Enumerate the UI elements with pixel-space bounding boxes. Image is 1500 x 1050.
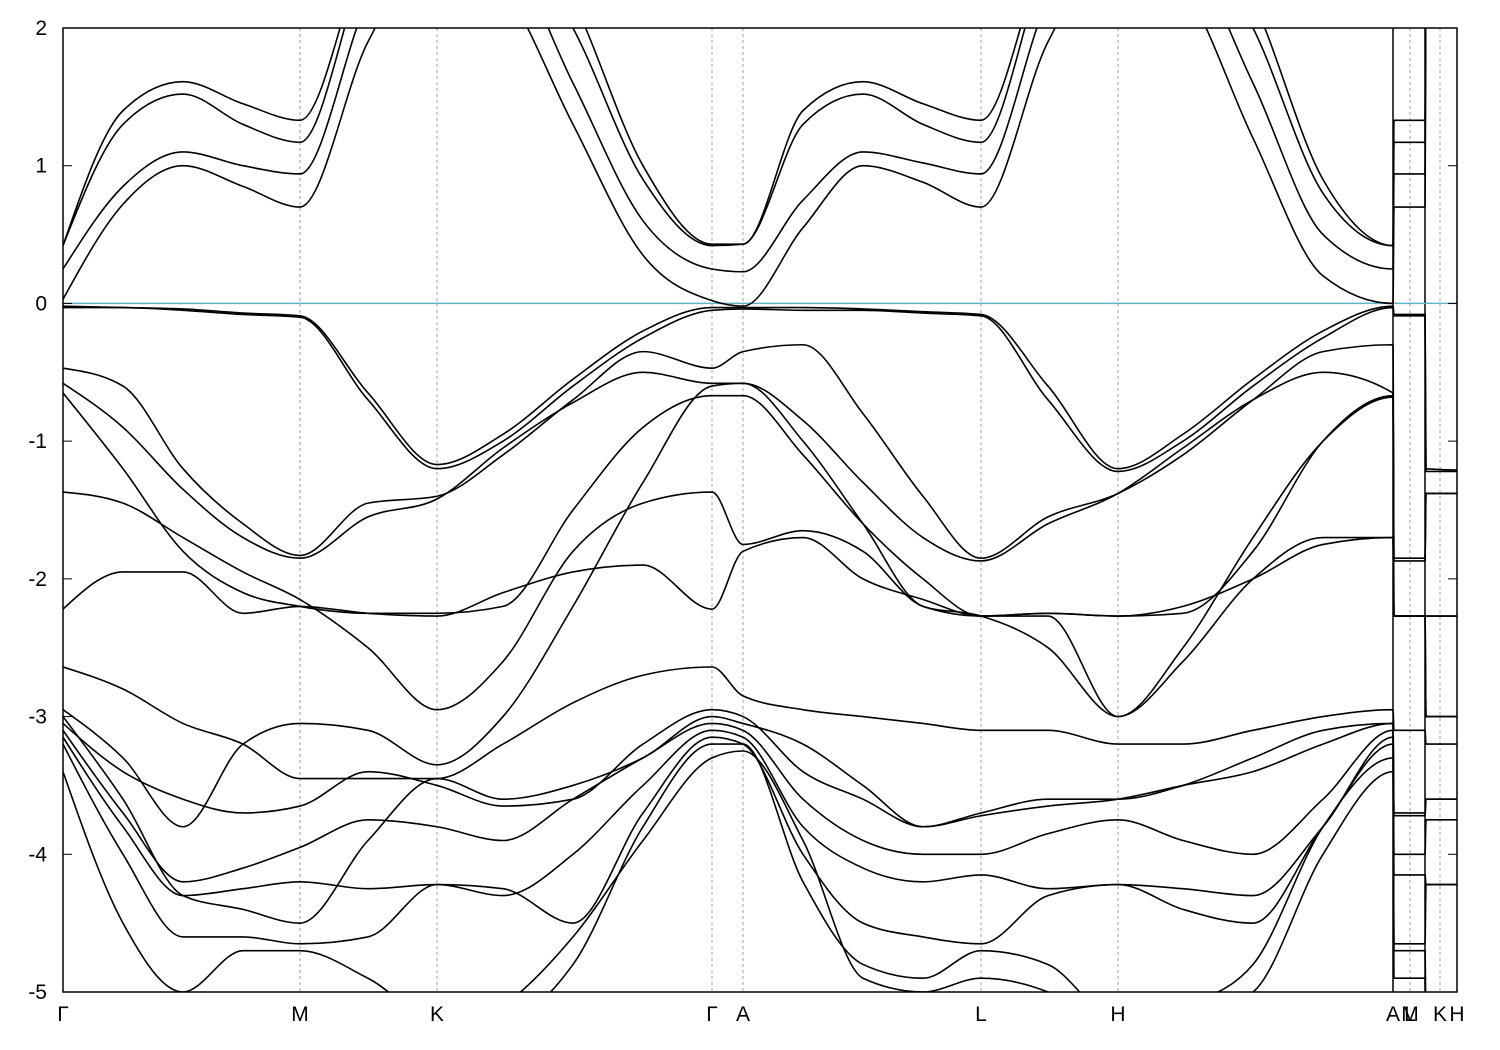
band-line (63, 750, 1427, 992)
x-tick-label: A (1386, 1003, 1400, 1026)
x-tick-label: H (1110, 1003, 1125, 1026)
x-tick-label: M (291, 1003, 309, 1026)
band-line (63, 371, 1457, 562)
y-tick-label: -4 (28, 843, 47, 866)
band-line (63, 28, 1427, 307)
band-line (63, 305, 1457, 471)
x-tick-label: L (1404, 1003, 1416, 1026)
x-tick-label: K (1433, 1003, 1447, 1026)
y-tick-label: 2 (35, 17, 47, 40)
band-line (63, 491, 1457, 718)
band-line (63, 729, 1457, 897)
x-tick-label: A (736, 1003, 750, 1026)
band-line (63, 536, 1457, 617)
y-tick-label: -3 (28, 706, 47, 729)
band-line (63, 28, 1427, 247)
band-line (63, 708, 1457, 828)
y-tick-label: 1 (35, 155, 47, 178)
band-line (63, 392, 1457, 617)
band-line (63, 28, 1427, 273)
band-line (63, 343, 1457, 559)
x-tick-label: K (430, 1003, 444, 1026)
plot-frame (62, 27, 1458, 993)
band-line (63, 306, 1457, 473)
band-line (63, 736, 1457, 945)
x-tick-label: Γ (57, 1003, 69, 1026)
y-tick-label: 0 (35, 292, 47, 315)
band-line (63, 666, 1457, 780)
band-line (63, 715, 1457, 924)
band-line (63, 382, 1457, 828)
x-tick-label: M (1401, 1003, 1419, 1026)
x-tick-label: L (975, 1003, 987, 1026)
y-tick-label: -2 (28, 568, 47, 591)
plot-area (63, 28, 1457, 992)
x-tick-label: Γ (706, 1003, 718, 1026)
band-line (63, 28, 1427, 247)
band-line (63, 743, 1427, 992)
y-tick-label: -1 (28, 430, 47, 453)
band-line (63, 722, 1457, 883)
y-tick-label: -5 (28, 981, 47, 1004)
x-tick-label: H (1449, 1003, 1464, 1026)
